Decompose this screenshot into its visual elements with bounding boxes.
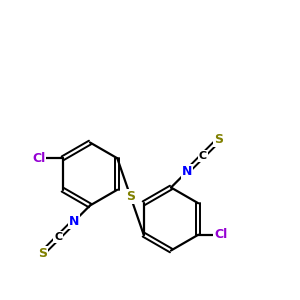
Text: N: N	[69, 215, 79, 228]
Text: S: S	[126, 190, 135, 203]
Text: C: C	[54, 232, 62, 242]
Text: Cl: Cl	[214, 228, 227, 241]
Text: S: S	[38, 247, 47, 260]
Text: S: S	[214, 133, 223, 146]
Text: Cl: Cl	[32, 152, 45, 165]
Text: N: N	[182, 165, 192, 178]
Text: C: C	[199, 151, 207, 161]
